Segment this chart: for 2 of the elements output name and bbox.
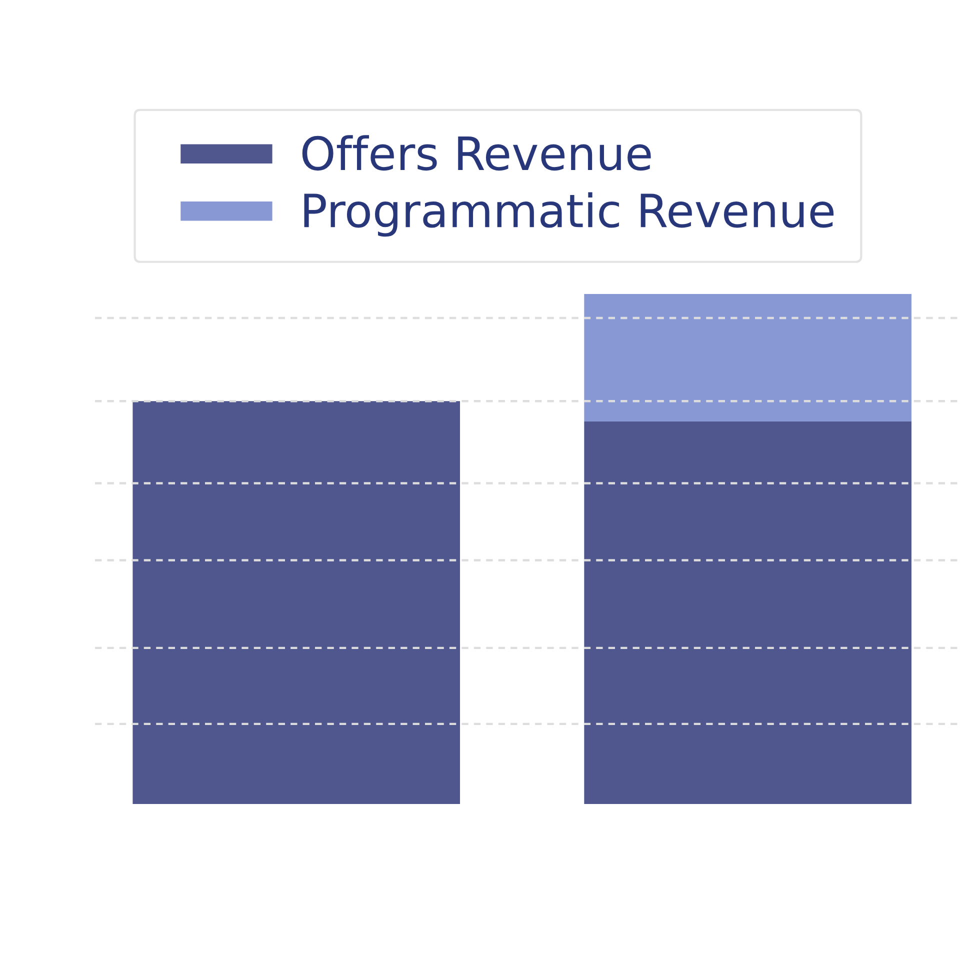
legend-label: Offers Revenue <box>302 135 651 171</box>
legend-label: Programmatic Revenue <box>304 192 834 237</box>
